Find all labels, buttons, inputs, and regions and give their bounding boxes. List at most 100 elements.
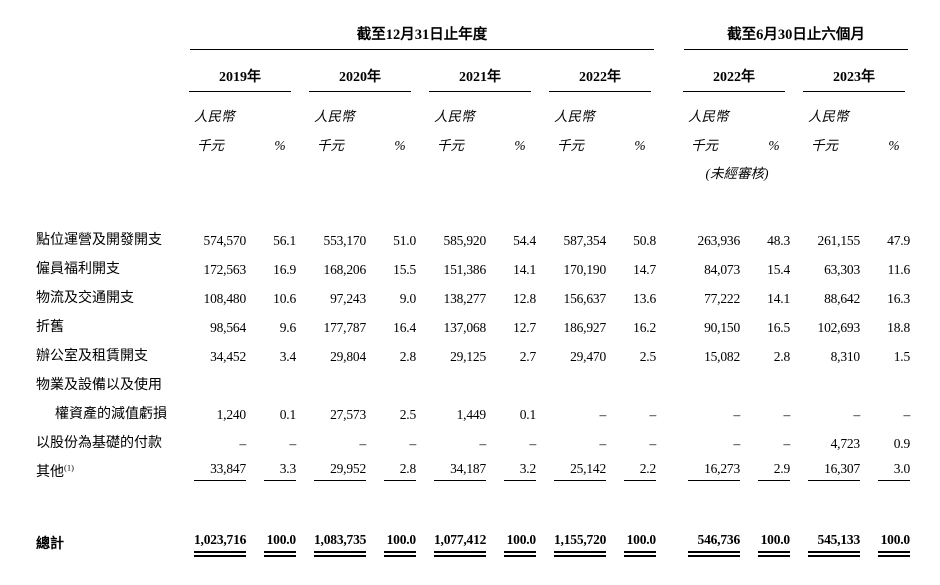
row-label: 物業及設備以及使用 bbox=[36, 365, 176, 394]
percent-cell: – bbox=[409, 435, 416, 451]
currency-label: 人民幣 bbox=[808, 109, 849, 125]
row-label: 總計 bbox=[36, 521, 176, 553]
amount-cell: 177,787 bbox=[323, 319, 367, 335]
unit-label: 千元 bbox=[557, 138, 584, 154]
amount-cell: 34,187 bbox=[434, 461, 486, 481]
row-label: 點位運營及開發開支 bbox=[36, 220, 176, 249]
amount-cell: 29,804 bbox=[330, 348, 366, 364]
percent-cell: 3.4 bbox=[279, 348, 296, 364]
percent-cell: 16.5 bbox=[767, 319, 790, 335]
year-column-2019: 2019年 bbox=[176, 50, 296, 92]
row-label-text: 物流及交通開支 bbox=[36, 290, 134, 306]
percent-cell: 0.9 bbox=[893, 435, 910, 451]
amount-cell: 138,277 bbox=[443, 290, 487, 306]
amount-cell: 16,307 bbox=[808, 461, 860, 481]
row-label-text: 總計 bbox=[36, 536, 64, 552]
row-label: 物流及交通開支 bbox=[36, 278, 176, 307]
amount-cell: 1,023,716 bbox=[194, 532, 246, 558]
percent-cell: 14.7 bbox=[633, 261, 656, 277]
year-header-row: 2019年 2020年 2021年 2022年 2022年 2023年 bbox=[36, 50, 910, 92]
row-label: 以股份為基礎的付款 bbox=[36, 423, 176, 452]
amount-cell: – bbox=[239, 435, 246, 451]
percent-cell: 16.4 bbox=[393, 319, 416, 335]
unit-label: 千元 bbox=[437, 138, 464, 154]
percent-cell: 100.0 bbox=[624, 532, 656, 558]
percent-cell: 100.0 bbox=[878, 532, 910, 558]
table-row: 點位運營及開發開支 574,570 56.1 553,170 51.0 585,920 54… bbox=[36, 220, 910, 249]
amount-cell: 108,480 bbox=[203, 290, 247, 306]
amount-cell: 553,170 bbox=[323, 232, 367, 248]
amount-cell: 545,133 bbox=[808, 532, 860, 558]
percent-cell: 3.2 bbox=[504, 461, 536, 481]
percent-cell: – bbox=[289, 435, 296, 451]
percent-cell: 47.9 bbox=[887, 232, 910, 248]
percent-cell: 16.3 bbox=[887, 290, 910, 306]
amount-cell: 88,642 bbox=[824, 290, 860, 306]
percent-cell: 2.8 bbox=[399, 348, 416, 364]
row-label-text: 其他 bbox=[36, 464, 64, 480]
amount-cell: 546,736 bbox=[688, 532, 740, 558]
currency-label: 人民幣 bbox=[434, 109, 475, 125]
amount-cell: 186,927 bbox=[563, 319, 607, 335]
currency-header-row: 人民幣 人民幣 人民幣 人民幣 人民幣 人民幣 bbox=[36, 92, 910, 125]
percent-cell: 3.3 bbox=[264, 461, 296, 481]
unit-label: 千元 bbox=[811, 138, 838, 154]
column-spacer bbox=[656, 307, 670, 336]
financial-table-sheet: 截至12月31日止年度 截至6月30日止六個月 2019年 2020年 2021… bbox=[36, 20, 911, 558]
amount-cell: 29,470 bbox=[570, 348, 606, 364]
percent-cell: 2.9 bbox=[758, 461, 790, 481]
amount-cell: – bbox=[599, 406, 606, 422]
column-spacer bbox=[656, 220, 670, 249]
amount-cell: – bbox=[599, 435, 606, 451]
percent-cell: 16.9 bbox=[273, 261, 296, 277]
percent-cell: 51.0 bbox=[393, 232, 416, 248]
amount-cell: – bbox=[733, 406, 740, 422]
year-column-2022: 2022年 bbox=[536, 50, 656, 92]
percent-cell: 54.4 bbox=[513, 232, 536, 248]
row-label: 其他(1) bbox=[36, 452, 176, 481]
amount-cell: 27,573 bbox=[330, 406, 366, 422]
row-label: 僱員福利開支 bbox=[36, 249, 176, 278]
amount-cell: 16,273 bbox=[688, 461, 740, 481]
percent-cell: – bbox=[903, 406, 910, 422]
year-column-2021: 2021年 bbox=[416, 50, 536, 92]
percent-cell: – bbox=[649, 406, 656, 422]
percent-cell: 12.7 bbox=[513, 319, 536, 335]
row-label: 折舊 bbox=[36, 307, 176, 336]
percent-cell: 56.1 bbox=[273, 232, 296, 248]
section-year-ended-title: 截至12月31日止年度 bbox=[190, 27, 654, 50]
amount-cell: 77,222 bbox=[704, 290, 740, 306]
percent-cell: 14.1 bbox=[513, 261, 536, 277]
percent-cell: 2.8 bbox=[384, 461, 416, 481]
percent-cell: 9.6 bbox=[279, 319, 296, 335]
unaudited-note-row: (未經審核) bbox=[36, 154, 910, 182]
percent-cell: 2.5 bbox=[639, 348, 656, 364]
row-label-text: 辦公室及租賃開支 bbox=[36, 348, 148, 364]
amount-cell: 1,240 bbox=[216, 406, 247, 422]
percent-cell: 100.0 bbox=[384, 532, 416, 558]
percent-cell: 3.0 bbox=[878, 461, 910, 481]
amount-cell: 261,155 bbox=[817, 232, 861, 248]
amount-cell: 585,920 bbox=[443, 232, 487, 248]
amount-cell: 97,243 bbox=[330, 290, 366, 306]
percent-label: % bbox=[394, 138, 406, 154]
percent-cell: 50.8 bbox=[633, 232, 656, 248]
table-row: 辦公室及租賃開支 34,452 3.4 29,804 2.8 29,125 2.7 29,47… bbox=[36, 336, 910, 365]
row-label: 權資產的減值虧損 bbox=[36, 394, 176, 423]
percent-cell: – bbox=[529, 435, 536, 451]
percent-cell: 1.5 bbox=[893, 348, 910, 364]
percent-cell: 11.6 bbox=[887, 261, 911, 277]
percent-cell: 2.5 bbox=[399, 406, 416, 422]
amount-cell: 29,125 bbox=[450, 348, 486, 364]
unaudited-label: (未經審核) bbox=[705, 166, 769, 182]
amount-cell: 90,150 bbox=[704, 319, 740, 335]
percent-cell: 12.8 bbox=[513, 290, 536, 306]
column-spacer bbox=[656, 336, 670, 365]
row-label-text: 點位運營及開發開支 bbox=[36, 232, 162, 248]
header-body-gap bbox=[36, 182, 910, 220]
table-header: 截至12月31日止年度 截至6月30日止六個月 2019年 2020年 2021… bbox=[36, 20, 910, 220]
percent-label: % bbox=[768, 138, 780, 154]
percent-cell: 13.6 bbox=[633, 290, 656, 306]
row-label-text: 以股份為基礎的付款 bbox=[36, 435, 162, 451]
total-row: 總計 1,023,716 100.0 1,083,735 100.0 1,077,412 1… bbox=[36, 521, 910, 558]
